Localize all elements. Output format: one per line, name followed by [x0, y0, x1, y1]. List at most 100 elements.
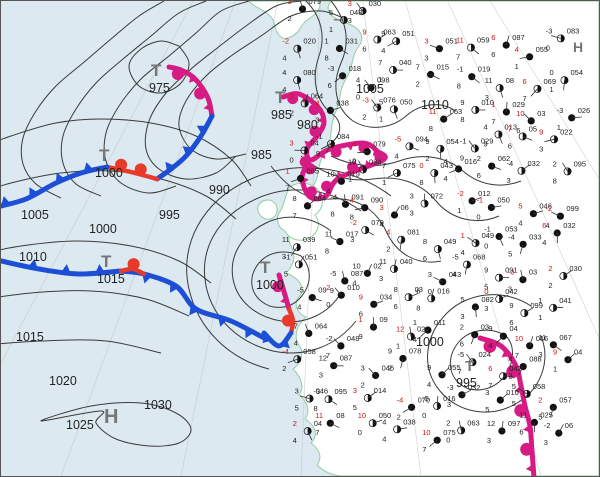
- svg-text:4: 4: [380, 220, 384, 229]
- svg-text:10: 10: [348, 158, 356, 167]
- svg-text:022: 022: [560, 127, 573, 136]
- svg-text:-4: -4: [508, 232, 515, 241]
- svg-text:067: 067: [559, 333, 572, 342]
- svg-text:3: 3: [544, 438, 548, 447]
- svg-text:051: 051: [305, 252, 318, 261]
- svg-text:040: 040: [400, 257, 413, 266]
- svg-text:2: 2: [361, 381, 365, 390]
- svg-text:4: 4: [315, 98, 319, 107]
- svg-text:2: 2: [326, 283, 330, 292]
- svg-text:4: 4: [293, 436, 297, 445]
- svg-text:5: 5: [508, 249, 512, 258]
- svg-text:3: 3: [348, 1, 352, 8]
- svg-text:1: 1: [538, 313, 542, 322]
- svg-text:8: 8: [416, 303, 420, 312]
- svg-text:2: 2: [548, 264, 552, 273]
- svg-text:1: 1: [329, 25, 333, 34]
- svg-text:049: 049: [444, 237, 457, 246]
- svg-text:10: 10: [352, 261, 360, 270]
- svg-text:9: 9: [316, 149, 320, 158]
- svg-text:2: 2: [288, 14, 292, 23]
- svg-text:7: 7: [456, 53, 460, 62]
- svg-text:-1: -1: [460, 137, 467, 146]
- svg-text:-2: -2: [457, 189, 464, 198]
- svg-text:11: 11: [485, 76, 493, 85]
- svg-text:6: 6: [362, 45, 366, 54]
- svg-text:6: 6: [542, 221, 546, 230]
- svg-text:9: 9: [388, 347, 392, 356]
- svg-text:038: 038: [336, 98, 349, 107]
- svg-text:5: 5: [538, 412, 542, 421]
- svg-text:2: 2: [386, 245, 390, 254]
- svg-text:7: 7: [382, 161, 386, 170]
- svg-text:030: 030: [569, 264, 582, 273]
- svg-text:1010: 1010: [421, 98, 449, 112]
- svg-text:019: 019: [478, 65, 491, 74]
- svg-text:7: 7: [293, 211, 297, 220]
- svg-text:5: 5: [329, 8, 333, 17]
- svg-text:6: 6: [516, 126, 520, 135]
- svg-text:-1: -1: [457, 65, 464, 74]
- svg-text:-1: -1: [316, 132, 323, 141]
- svg-text:1: 1: [538, 296, 542, 305]
- svg-text:024: 024: [479, 350, 492, 359]
- svg-text:058: 058: [303, 347, 316, 356]
- svg-text:099: 099: [566, 204, 579, 213]
- svg-text:039: 039: [303, 235, 316, 244]
- svg-text:0: 0: [290, 156, 294, 165]
- svg-text:0: 0: [326, 300, 330, 309]
- svg-text:12: 12: [396, 325, 404, 334]
- svg-text:4: 4: [461, 248, 465, 257]
- svg-text:072: 072: [431, 192, 444, 201]
- svg-text:9: 9: [359, 292, 363, 301]
- svg-text:8: 8: [553, 176, 557, 185]
- svg-text:8: 8: [394, 285, 398, 294]
- svg-text:04: 04: [314, 419, 322, 428]
- svg-text:032: 032: [528, 159, 541, 168]
- svg-text:2: 2: [416, 80, 420, 89]
- svg-text:1015: 1015: [97, 272, 125, 286]
- svg-text:6: 6: [488, 364, 492, 373]
- svg-text:990: 990: [209, 183, 230, 197]
- svg-text:4: 4: [444, 157, 448, 166]
- svg-text:10: 10: [516, 109, 524, 118]
- svg-text:-2: -2: [326, 334, 333, 343]
- svg-text:3: 3: [319, 371, 323, 380]
- svg-text:-5: -5: [452, 253, 459, 262]
- svg-text:082: 082: [481, 295, 494, 304]
- svg-text:05: 05: [529, 124, 537, 133]
- svg-text:0: 0: [428, 287, 432, 296]
- svg-text:034: 034: [380, 292, 393, 301]
- svg-text:2: 2: [425, 154, 429, 163]
- svg-text:10: 10: [358, 411, 366, 420]
- svg-text:8: 8: [460, 115, 464, 124]
- svg-text:4: 4: [282, 54, 286, 63]
- svg-text:016: 016: [437, 286, 450, 295]
- svg-text:T: T: [99, 146, 110, 165]
- svg-text:-5: -5: [330, 269, 337, 278]
- svg-text:3: 3: [485, 388, 489, 397]
- svg-text:2: 2: [446, 418, 450, 427]
- svg-text:9: 9: [290, 91, 294, 100]
- svg-text:079: 079: [373, 140, 386, 149]
- svg-text:083: 083: [567, 26, 580, 35]
- svg-text:3: 3: [295, 387, 299, 396]
- svg-text:034: 034: [369, 158, 382, 167]
- svg-text:2: 2: [293, 419, 297, 428]
- svg-text:4: 4: [350, 196, 354, 205]
- svg-text:050: 050: [400, 97, 413, 106]
- svg-text:12: 12: [319, 354, 327, 363]
- svg-text:080: 080: [303, 68, 316, 77]
- svg-text:04: 04: [574, 348, 582, 357]
- svg-text:1: 1: [461, 231, 465, 240]
- svg-text:-2: -2: [544, 421, 551, 430]
- svg-text:1: 1: [348, 175, 352, 184]
- svg-text:1010: 1010: [19, 250, 47, 264]
- svg-text:9: 9: [509, 301, 513, 310]
- svg-text:980: 980: [297, 118, 318, 132]
- svg-text:12: 12: [487, 419, 495, 428]
- svg-text:3: 3: [424, 54, 428, 63]
- svg-text:0: 0: [446, 435, 450, 444]
- svg-text:3: 3: [379, 274, 383, 283]
- svg-text:5: 5: [284, 269, 288, 278]
